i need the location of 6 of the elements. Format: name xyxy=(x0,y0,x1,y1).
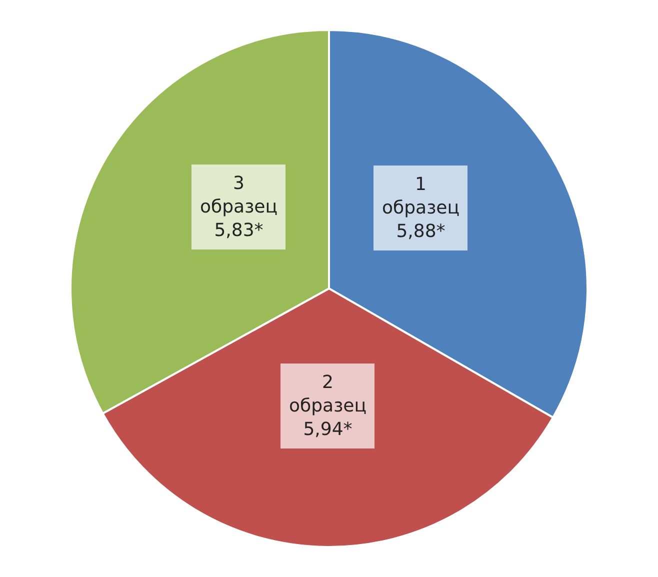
data-label: 5,88* xyxy=(396,220,446,242)
data-label: 5,83* xyxy=(214,220,264,241)
data-label: 5,94* xyxy=(303,418,352,440)
slice-label: 2 образец xyxy=(289,372,366,416)
slice-label: 3 образец xyxy=(200,173,278,218)
slice-label: 1 образец xyxy=(382,174,460,218)
